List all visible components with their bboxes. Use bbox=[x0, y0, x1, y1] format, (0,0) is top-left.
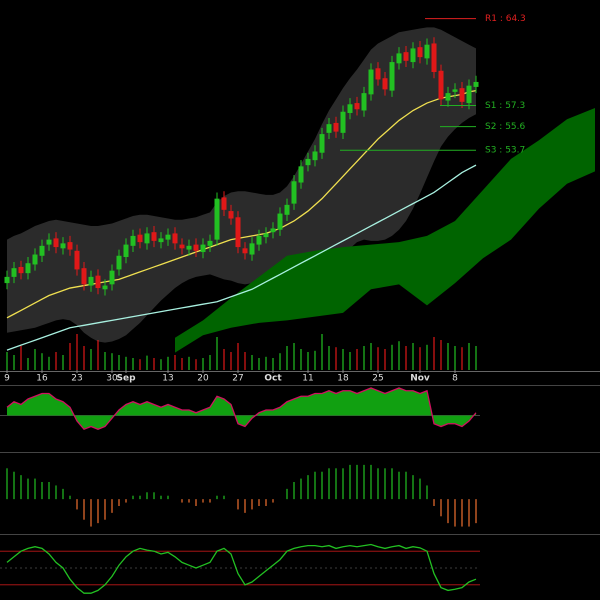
candle-body bbox=[424, 44, 430, 59]
cloud-area bbox=[175, 108, 595, 353]
candle-body bbox=[347, 104, 353, 113]
candle-body bbox=[270, 228, 276, 233]
candle-body bbox=[81, 268, 87, 285]
candle-body bbox=[11, 268, 17, 277]
candle-body bbox=[319, 134, 325, 153]
candle-body bbox=[102, 285, 108, 290]
candle-body bbox=[116, 255, 122, 270]
indicator-line bbox=[6, 387, 477, 431]
x-tick-label: Sep bbox=[116, 374, 136, 384]
price-panel bbox=[4, 18, 595, 370]
moving-average bbox=[6, 164, 477, 351]
candle-body bbox=[165, 234, 171, 240]
candle-body bbox=[193, 244, 199, 251]
candle-body bbox=[242, 248, 248, 254]
x-tick-label: 30 bbox=[106, 374, 118, 384]
candle-body bbox=[263, 233, 269, 238]
candle-body bbox=[207, 240, 213, 246]
candle-body bbox=[25, 263, 31, 274]
candle-body bbox=[305, 158, 311, 166]
candle-body bbox=[431, 43, 437, 73]
candle-body bbox=[403, 52, 409, 61]
candle-body bbox=[256, 235, 262, 245]
candle-body bbox=[459, 88, 465, 102]
candle-body bbox=[396, 53, 402, 64]
indicator-area bbox=[7, 388, 476, 430]
candle-body bbox=[172, 233, 178, 244]
candle-body bbox=[249, 243, 255, 255]
candle-body bbox=[375, 68, 381, 80]
candle-body bbox=[417, 47, 423, 58]
candle-body bbox=[382, 78, 388, 90]
indicator-line bbox=[6, 543, 477, 594]
candle-body bbox=[333, 122, 339, 132]
candle-body bbox=[291, 181, 297, 204]
candle-body bbox=[466, 85, 472, 104]
x-tick-label: 16 bbox=[36, 374, 48, 384]
candle-body bbox=[389, 62, 395, 91]
candle-body bbox=[438, 70, 444, 100]
candle-body bbox=[200, 244, 206, 253]
x-tick-label: 23 bbox=[71, 374, 82, 384]
candle-body bbox=[361, 93, 367, 111]
candle-body bbox=[473, 81, 479, 87]
candle-body bbox=[88, 276, 94, 286]
x-tick-label: 25 bbox=[372, 374, 383, 384]
pivot-label: S3 : 53.7 bbox=[485, 146, 525, 156]
candle-body bbox=[179, 244, 185, 249]
candle-body bbox=[214, 198, 220, 240]
candle-body bbox=[368, 69, 374, 95]
candle-body bbox=[144, 233, 150, 244]
candle-body bbox=[340, 111, 346, 133]
candle-body bbox=[32, 254, 38, 265]
candle-body bbox=[18, 266, 24, 274]
x-tick-label: 20 bbox=[197, 374, 209, 384]
candle-body bbox=[284, 204, 290, 215]
candle-body bbox=[151, 232, 157, 241]
candle-body bbox=[445, 93, 451, 101]
candle-body bbox=[354, 103, 360, 110]
candle-body bbox=[74, 250, 80, 270]
candle-body bbox=[410, 48, 416, 63]
x-tick-label: Nov bbox=[410, 374, 430, 384]
x-tick-label: 8 bbox=[452, 374, 458, 384]
x-tick-label: 13 bbox=[162, 374, 173, 384]
candle-body bbox=[312, 151, 318, 161]
x-tick-label: 18 bbox=[337, 374, 349, 384]
candle-body bbox=[53, 238, 59, 248]
candle-body bbox=[123, 244, 129, 258]
moving-average bbox=[6, 89, 477, 319]
candle-body bbox=[228, 211, 234, 219]
candle-body bbox=[67, 242, 73, 250]
candle-body bbox=[137, 234, 143, 243]
candle-body bbox=[109, 270, 115, 285]
x-tick-label: 27 bbox=[232, 374, 243, 384]
candle-body bbox=[452, 89, 458, 92]
candle-body bbox=[186, 245, 192, 250]
x-tick-label: Oct bbox=[264, 374, 282, 384]
candle-body bbox=[158, 238, 164, 243]
candle-body bbox=[221, 197, 227, 210]
candle-body bbox=[298, 166, 304, 183]
candle-body bbox=[95, 275, 101, 289]
x-tick-label: 9 bbox=[4, 374, 10, 384]
pivot-label: S2 : 55.6 bbox=[485, 122, 526, 132]
candle-body bbox=[4, 276, 10, 284]
pivot-label: S1 : 57.3 bbox=[485, 101, 525, 111]
x-tick-label: 11 bbox=[302, 374, 313, 384]
candle-body bbox=[46, 239, 52, 245]
candle-body bbox=[39, 245, 45, 256]
candle-body bbox=[130, 235, 136, 246]
candle-body bbox=[235, 217, 241, 248]
candle-body bbox=[277, 213, 283, 230]
candle-body bbox=[326, 124, 332, 133]
candle-body bbox=[60, 243, 66, 249]
pivot-label: R1 : 64.3 bbox=[485, 14, 526, 24]
